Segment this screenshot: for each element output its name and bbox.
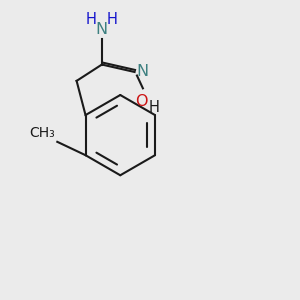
Text: N: N bbox=[96, 22, 108, 37]
Text: H: H bbox=[86, 12, 97, 27]
Text: CH₃: CH₃ bbox=[29, 126, 55, 140]
Text: H: H bbox=[149, 100, 160, 115]
Text: O: O bbox=[135, 94, 148, 109]
Text: N: N bbox=[136, 64, 148, 80]
Text: H: H bbox=[107, 12, 118, 27]
